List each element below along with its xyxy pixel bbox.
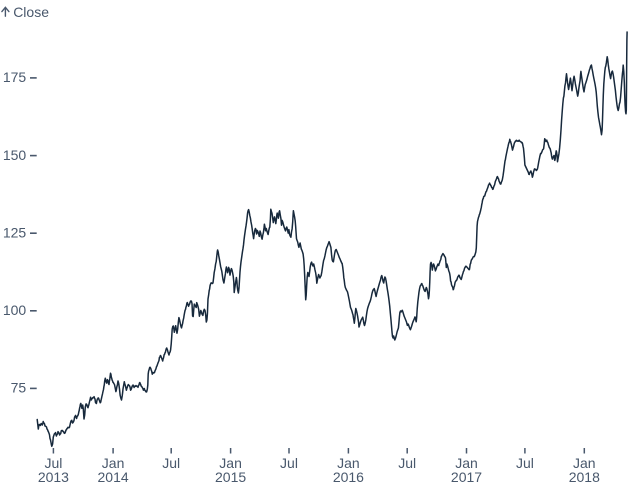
svg-text:100: 100 <box>3 302 27 318</box>
svg-text:Jan: Jan <box>102 455 125 471</box>
svg-text:Jul: Jul <box>44 455 62 471</box>
svg-text:75: 75 <box>11 380 27 396</box>
svg-text:150: 150 <box>3 147 27 163</box>
svg-text:Jan: Jan <box>337 455 360 471</box>
svg-text:125: 125 <box>3 224 27 240</box>
svg-text:2016: 2016 <box>333 469 364 485</box>
svg-text:Jul: Jul <box>280 455 298 471</box>
svg-text:Close: Close <box>13 4 49 20</box>
svg-text:Jan: Jan <box>455 455 478 471</box>
svg-text:175: 175 <box>3 69 27 85</box>
svg-text:Jul: Jul <box>162 455 180 471</box>
svg-text:2017: 2017 <box>451 469 482 485</box>
svg-text:2018: 2018 <box>569 469 600 485</box>
svg-text:2013: 2013 <box>38 469 69 485</box>
svg-text:Jan: Jan <box>573 455 596 471</box>
svg-text:2014: 2014 <box>98 469 129 485</box>
svg-text:Jul: Jul <box>398 455 416 471</box>
svg-text:2015: 2015 <box>215 469 246 485</box>
svg-text:Jan: Jan <box>219 455 242 471</box>
svg-text:Jul: Jul <box>516 455 534 471</box>
